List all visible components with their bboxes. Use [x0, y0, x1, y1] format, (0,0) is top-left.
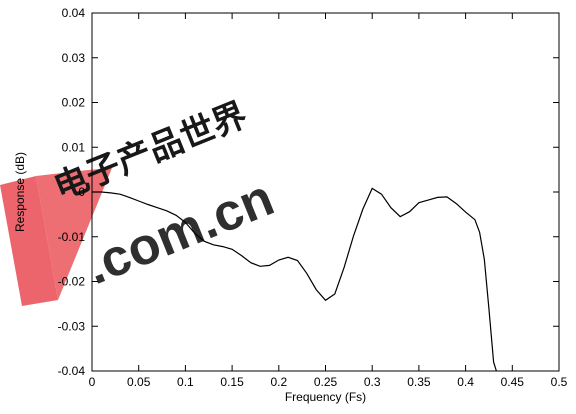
x-tick-label: 0.15	[220, 375, 244, 389]
x-tick-label: 0.05	[127, 375, 151, 389]
y-tick-label: -0.04	[58, 364, 86, 378]
axis-tick-labels: 0 0.05 0.1 0.15 0.2 0.25 0.3 0.35 0.4 0.45 0.5 0.04…	[58, 6, 568, 389]
y-tick-label: 0.02	[62, 96, 86, 110]
x-tick-label: 0.4	[457, 375, 474, 389]
x-tick-label: 0.45	[501, 375, 525, 389]
x-axis-label: Frequency (Fs)	[285, 390, 366, 404]
watermark-red-shape	[0, 176, 58, 306]
x-tick-label: 0.25	[314, 375, 338, 389]
y-axis-label: Response (dB)	[13, 152, 27, 232]
y-tick-label: -0.03	[58, 319, 86, 333]
x-tick-label: 0.35	[407, 375, 431, 389]
watermark: 电子产品世界 .com.cn	[0, 96, 282, 306]
watermark-red-shape	[36, 168, 112, 300]
series-line-1	[92, 187, 497, 372]
y-tick-label: 0	[78, 185, 85, 199]
axis-ticks	[91, 12, 560, 372]
x-tick-label: 0.1	[177, 375, 194, 389]
plot-area	[91, 12, 560, 372]
y-tick-label: -0.02	[58, 275, 86, 289]
x-tick-label: 0.3	[364, 375, 381, 389]
y-tick-label: 0.04	[62, 6, 86, 20]
x-tick-label: 0.2	[270, 375, 287, 389]
plot-frame	[91, 12, 560, 372]
x-tick-label: 0	[89, 375, 96, 389]
y-tick-label: 0.03	[62, 51, 86, 65]
y-tick-label: -0.01	[58, 230, 86, 244]
y-tick-label: 0.01	[62, 140, 86, 154]
x-tick-label: 0.5	[551, 375, 568, 389]
